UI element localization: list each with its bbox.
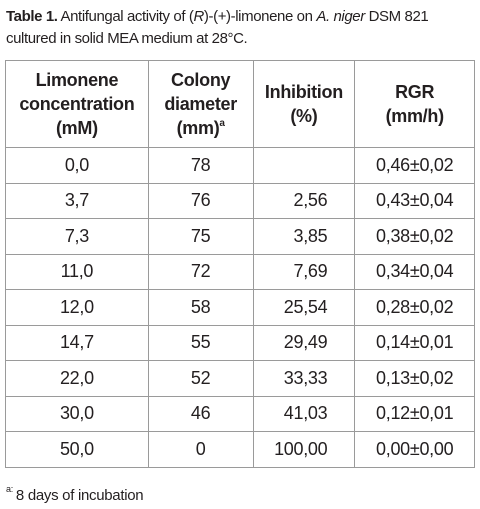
header-text: (mm/h)	[385, 106, 445, 126]
caption-italic: R	[193, 8, 204, 25]
table-cell: 52	[147, 360, 254, 397]
table-cell: 72	[147, 253, 254, 290]
footnote: a: 8 days of incubation	[6, 484, 144, 505]
header-text: Colony	[171, 70, 231, 90]
table-cell: 25,54	[252, 289, 356, 326]
header-cell: Colony diameter (mm)a	[147, 60, 254, 148]
table-cell: 2,56	[252, 182, 356, 219]
table-cell: 29,49	[252, 324, 356, 361]
table-cell: 3,85	[252, 218, 356, 255]
table-cell: 76	[147, 182, 254, 219]
data-table: Limonene concentration (mM) Colony diameter (…	[5, 60, 475, 468]
table-cell: 0,46±0,02	[354, 147, 475, 184]
header-row: Limonene concentration (mM) Colony diameter (…	[5, 60, 475, 148]
caption-italic: A. niger	[316, 8, 365, 25]
table-cell: 41,03	[252, 395, 356, 432]
table-cell: 0,0	[5, 147, 149, 184]
table-row: 7,3 75 3,85 0,38±0,02	[5, 218, 475, 255]
table-row: 11,0 72 7,69 0,34±0,04	[5, 253, 475, 290]
table-cell: 0,13±0,02	[354, 360, 475, 397]
table-cell	[252, 147, 356, 184]
table-cell: 78	[147, 147, 254, 184]
table-cell: 0,28±0,02	[354, 289, 475, 326]
table-cell: 55	[147, 324, 254, 361]
table-cell: 14,7	[5, 324, 149, 361]
table-caption: Table 1. Antifungal activity of (R)-(+)-…	[6, 6, 468, 50]
header-cell: Limonene concentration (mM)	[5, 60, 149, 148]
table-row: 0,0 78 0,46±0,02	[5, 147, 475, 184]
table-row: 22,0 52 33,33 0,13±0,02	[5, 360, 475, 397]
table-cell: 46	[147, 395, 254, 432]
table-body: 0,0 78 0,46±0,02 3,7 76 2,56 0,43±0,04 7,3 75 3,8…	[5, 147, 475, 468]
caption-text: Antifungal activity of (	[60, 8, 194, 25]
table-row: 30,0 46 41,03 0,12±0,01	[5, 395, 475, 432]
header-cell: RGR (mm/h)	[354, 60, 475, 148]
table-cell: 50,0	[5, 431, 149, 468]
table-cell: 7,3	[5, 218, 149, 255]
table-cell: 100,00	[252, 431, 356, 468]
table-cell: 7,69	[252, 253, 356, 290]
table-cell: 30,0	[5, 395, 149, 432]
table-cell: 0,14±0,01	[354, 324, 475, 361]
table-cell: 0	[147, 431, 254, 468]
header-note-mark: a	[219, 118, 225, 129]
table-row: 3,7 76 2,56 0,43±0,04	[5, 182, 475, 219]
table-cell: 33,33	[252, 360, 356, 397]
caption-label: Table 1.	[6, 8, 58, 25]
table-row: 50,0 0 100,00 0,00±0,00	[5, 431, 475, 468]
table-row: 12,0 58 25,54 0,28±0,02	[5, 289, 475, 326]
caption-text: DSM 821 cultured in solid MEA medium at …	[6, 8, 429, 47]
caption-text: )-(+)-limonene on	[203, 8, 317, 25]
header-text: Limonene	[35, 70, 119, 90]
table-cell: 0,00±0,00	[354, 431, 475, 468]
table-cell: 75	[147, 218, 254, 255]
table-cell: 0,12±0,01	[354, 395, 475, 432]
table-cell: 0,38±0,02	[354, 218, 475, 255]
table-cell: 0,43±0,04	[354, 182, 475, 219]
table-cell: 11,0	[5, 253, 149, 290]
header-cell: Inhibition (%)	[252, 60, 356, 148]
table-cell: 12,0	[5, 289, 149, 326]
header-text: diameter	[164, 94, 237, 114]
header-text: RGR	[395, 82, 435, 102]
header-text: (mm)	[176, 118, 220, 138]
header-text: Inhibition	[264, 82, 343, 102]
table-cell: 58	[147, 289, 254, 326]
table-row: 14,7 55 29,49 0,14±0,01	[5, 324, 475, 361]
header-text: (%)	[290, 106, 318, 126]
table-cell: 0,34±0,04	[354, 253, 475, 290]
footnote-mark: a:	[6, 484, 13, 494]
footnote-text: 8 days of incubation	[15, 487, 144, 504]
header-text: (mM)	[55, 118, 98, 138]
table-cell: 22,0	[5, 360, 149, 397]
table-cell: 3,7	[5, 182, 149, 219]
header-text: concentration	[19, 94, 135, 114]
